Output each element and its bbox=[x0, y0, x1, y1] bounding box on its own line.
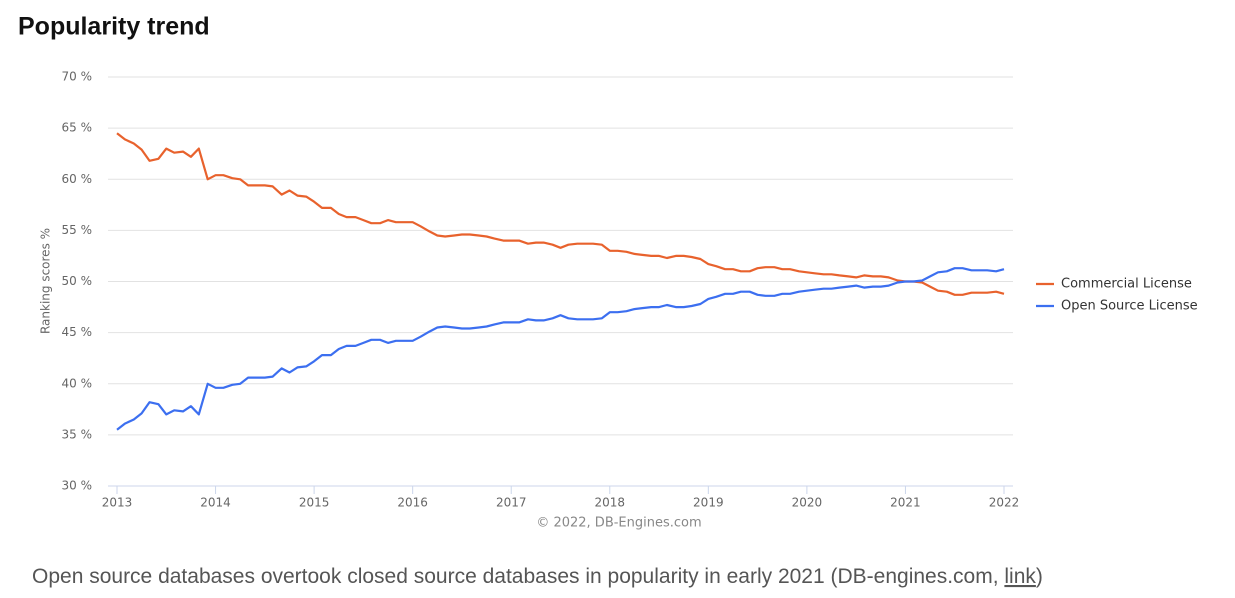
x-tick-label: 2022 bbox=[989, 496, 1020, 510]
x-tick-label: 2018 bbox=[595, 496, 626, 510]
y-tick-label: 40 % bbox=[62, 376, 93, 390]
x-tick-label: 2020 bbox=[792, 496, 823, 510]
y-axis-title: Ranking scores % bbox=[39, 228, 53, 334]
y-tick-label: 30 % bbox=[62, 479, 93, 493]
line-series bbox=[116, 132, 1005, 296]
x-tick-label: 2013 bbox=[102, 496, 133, 510]
x-tick-label: 2016 bbox=[397, 496, 428, 510]
x-tick-label: 2015 bbox=[299, 496, 330, 510]
caption-end: ) bbox=[1036, 565, 1043, 588]
y-tick-label: 35 % bbox=[62, 427, 93, 441]
caption-text: Open source databases overtook closed so… bbox=[32, 565, 1004, 588]
y-tick-label: 50 % bbox=[62, 274, 93, 288]
y-tick-label: 65 % bbox=[62, 121, 93, 135]
x-tick-label: 2021 bbox=[890, 496, 921, 510]
caption: Open source databases overtook closed so… bbox=[32, 565, 1043, 588]
y-tick-label: 60 % bbox=[62, 172, 93, 186]
x-tick-label: 2017 bbox=[496, 496, 527, 510]
x-tick-label: 2019 bbox=[693, 496, 724, 510]
legend-label: Commercial License bbox=[1061, 277, 1192, 292]
caption-link[interactable]: link bbox=[1004, 565, 1036, 588]
credit: © 2022, DB-Engines.com bbox=[536, 516, 701, 531]
legend-label: Open Source License bbox=[1061, 299, 1198, 314]
y-tick-label: 70 % bbox=[62, 70, 93, 84]
y-tick-label: 55 % bbox=[62, 223, 93, 237]
line-series bbox=[116, 267, 1005, 431]
x-tick-label: 2014 bbox=[200, 496, 231, 510]
page-title: Popularity trend bbox=[18, 13, 210, 41]
y-tick-label: 45 % bbox=[62, 325, 93, 339]
